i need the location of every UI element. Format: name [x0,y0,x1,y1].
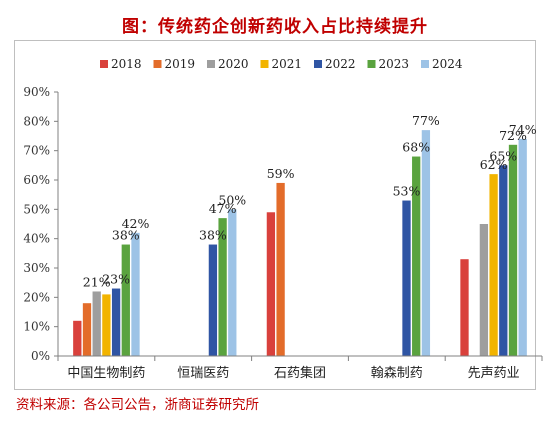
y-tick-label: 20% [23,290,50,304]
legend-label: 2021 [272,57,303,71]
data-label: 50% [218,192,246,207]
data-labels: 21%23%38%42%38%47%50%59%53%68%77%62%65%7… [83,113,537,289]
legend-label: 2018 [111,57,142,71]
y-tick-label: 60% [23,173,50,187]
bar [402,200,411,356]
y-tick-label: 0% [31,349,50,363]
bar [111,288,121,356]
source-note: 资料来源：各公司公告，浙商证券研究所 [16,397,259,413]
legend-label: 2023 [379,57,410,71]
x-tick-label: 先声药业 [468,366,520,381]
bar [208,244,218,356]
bar [489,174,498,356]
data-label: 65% [489,148,517,163]
bar [228,209,237,356]
bar [276,182,285,356]
x-tick-label: 石药集团 [274,365,326,381]
data-label: 38% [199,228,227,243]
y-tick-label: 90% [23,85,50,99]
data-label: 72% [499,128,527,143]
bar [102,294,111,356]
legend-swatch [260,60,269,68]
data-label: 59% [267,166,295,181]
data-label: 77% [412,113,440,128]
data-label: 42% [122,216,150,231]
legend-swatch [421,60,429,68]
data-label: 53% [393,184,421,199]
data-label: 62% [480,157,508,172]
data-label: 38% [112,228,140,243]
legend-swatch [314,60,322,68]
legend-swatch [207,60,215,68]
data-label: 23% [102,272,130,287]
y-tick-label: 30% [23,261,50,275]
legend-label: 2020 [218,57,249,71]
y-tick-label: 10% [23,320,50,334]
y-axis: 0% 10% 20% 30% 40% 50% 60% 70% 80% 90% [23,85,59,363]
data-label: 68% [402,140,430,155]
bar [121,244,130,356]
legend: 2018 2019 2020 2021 2022 2023 2024 [100,57,463,71]
bars [73,130,527,356]
bar [460,259,469,356]
bar [266,212,276,356]
bar [508,144,518,356]
bar [518,138,527,356]
chart-frame [14,40,536,390]
bar [421,130,431,356]
legend-label: 2022 [325,57,356,71]
data-label: 47% [209,201,237,216]
legend-swatch [100,60,108,68]
bar [499,165,508,356]
x-tick-label: 翰森制药 [371,366,423,381]
legend-label: 2024 [432,57,463,71]
x-axis: 中国生物制药 恒瑞医药 石药集团 翰森制药 先声药业 [57,355,543,381]
y-tick-label: 50% [23,202,50,216]
bar [73,320,82,356]
bar [479,224,489,356]
y-tick-label: 70% [23,144,50,158]
data-label: 74% [509,122,537,137]
bar [218,218,227,356]
y-tick-label: 80% [23,114,50,128]
x-tick-label: 中国生物制药 [67,366,145,381]
bar [412,156,421,356]
bar [82,303,92,356]
legend-label: 2019 [165,57,196,71]
data-label: 21% [83,274,111,289]
legend-swatch [153,60,162,68]
bar [131,232,140,356]
x-tick-label: 恒瑞医药 [177,366,229,381]
chart-title: 图：传统药企创新药收入占比持续提升 [122,17,428,37]
legend-swatch [367,60,376,68]
bar [92,291,101,356]
y-tick-label: 40% [23,232,50,246]
